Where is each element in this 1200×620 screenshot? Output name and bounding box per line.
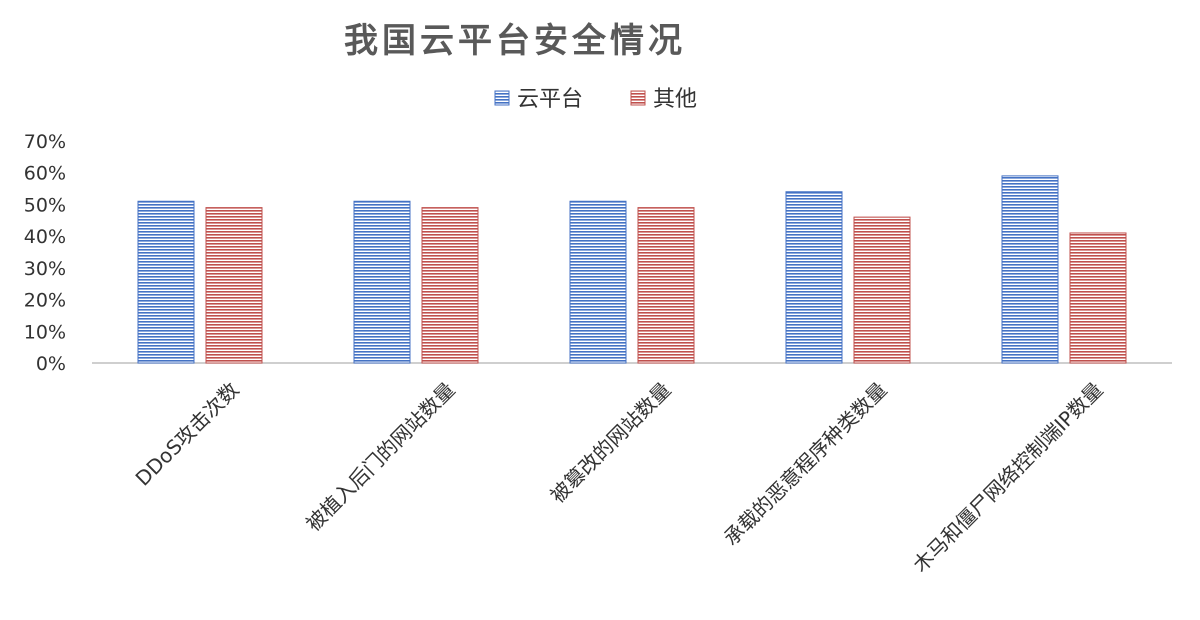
bar-other xyxy=(853,216,911,364)
x-tick-label: 被植入后门的网站数量 xyxy=(301,378,459,536)
bar-cloud-platform xyxy=(785,191,843,364)
y-tick-label: 70% xyxy=(24,131,66,153)
legend-label: 其他 xyxy=(653,87,697,112)
legend: 云平台 其他 xyxy=(494,87,697,112)
legend-label: 云平台 xyxy=(517,87,583,112)
y-axis: 0% 10% 20% 30% 40% 50% 60% 70% xyxy=(24,131,66,375)
bar-cloud-platform xyxy=(1001,175,1059,364)
x-tick-label: DDoS攻击次数 xyxy=(131,378,244,491)
x-tick-label: 木马和僵尸网络控制端IP数量 xyxy=(908,378,1107,577)
y-tick-label: 40% xyxy=(24,226,66,248)
y-tick-label: 10% xyxy=(24,321,66,343)
bars xyxy=(137,175,1127,364)
y-tick-label: 20% xyxy=(24,290,66,312)
y-tick-label: 0% xyxy=(36,353,66,375)
y-tick-label: 60% xyxy=(24,163,66,185)
bar-other xyxy=(1069,232,1127,364)
bar-cloud-platform xyxy=(569,200,627,364)
bar-cloud-platform xyxy=(137,200,195,364)
legend-swatch xyxy=(630,90,646,106)
bar-other xyxy=(637,207,695,364)
x-tick-label: 承载的恶意程序种类数量 xyxy=(719,378,892,551)
legend-swatch xyxy=(494,90,510,106)
y-tick-label: 30% xyxy=(24,258,66,280)
x-tick-label: 被篡改的网站数量 xyxy=(545,378,675,508)
bar-other xyxy=(421,207,479,364)
x-axis: DDoS攻击次数 被植入后门的网站数量 被篡改的网站数量 承载的恶意程序种类数量 木马和… xyxy=(92,362,1172,577)
chart-title: 我国云平台安全情况 xyxy=(344,21,686,61)
bar-other xyxy=(205,207,263,364)
y-tick-label: 50% xyxy=(24,194,66,216)
bar-cloud-platform xyxy=(353,200,411,364)
